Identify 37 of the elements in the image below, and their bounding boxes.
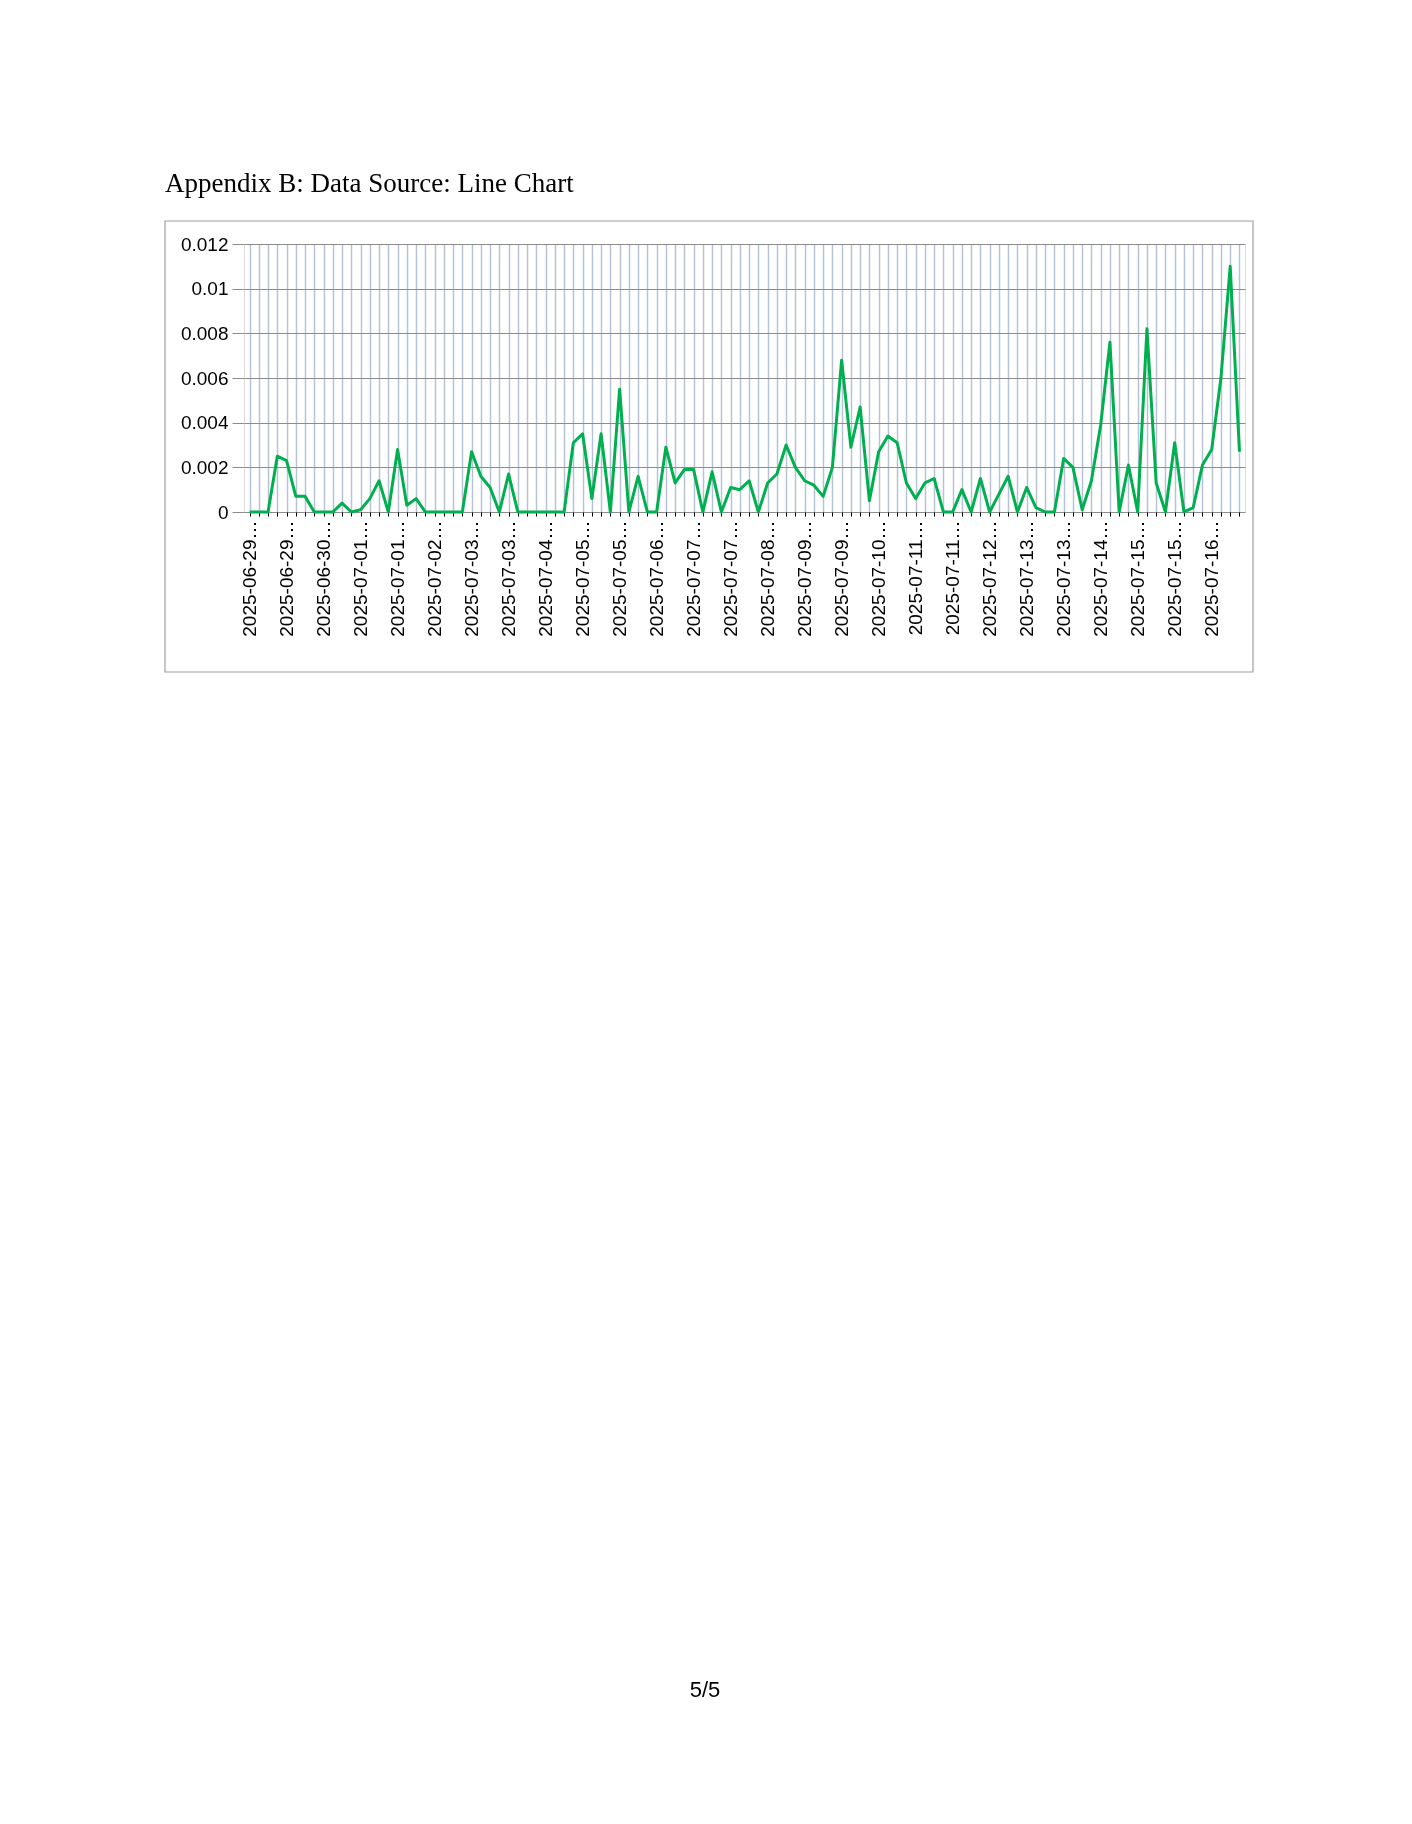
x-tick-label: 2025-07-01… [350, 520, 372, 637]
x-tick-label: 2025-07-07… [720, 520, 742, 637]
x-tick-label: 2025-07-13… [1053, 520, 1075, 637]
y-tick-label: 0.008 [180, 322, 229, 344]
x-tick-label: 2025-07-06… [646, 520, 668, 637]
x-tick-label: 2025-07-11… [905, 520, 927, 636]
y-tick-label: 0.006 [180, 367, 229, 389]
x-tick-label: 2025-07-09… [794, 520, 816, 637]
x-tick-label: 2025-07-13… [1016, 520, 1038, 637]
x-tick-label: 2025-07-09… [831, 520, 853, 637]
x-tick-label: 2025-07-01… [387, 520, 409, 637]
x-tick-label: 2025-07-02… [424, 520, 446, 637]
x-tick-label: 2025-06-29… [239, 520, 261, 637]
y-tick-label: 0.01 [191, 278, 229, 300]
x-tick-label: 2025-07-10… [868, 520, 890, 637]
x-tick-label: 2025-07-11… [942, 520, 964, 636]
x-tick-label: 2025-07-05… [572, 520, 594, 637]
x-tick-label: 2025-07-04… [535, 520, 557, 637]
chart-title: Appendix B: Data Source: Line Chart [165, 168, 575, 198]
x-tick-label: 2025-07-03… [461, 520, 483, 637]
y-tick-label: 0 [217, 501, 229, 523]
x-tick-label: 2025-07-16… [1201, 520, 1223, 637]
x-tick-label: 2025-06-29… [276, 520, 298, 637]
x-tick-label: 2025-07-03… [498, 520, 520, 637]
x-tick-label: 2025-06-30… [313, 520, 335, 637]
x-tick-label: 2025-07-15… [1164, 520, 1186, 637]
y-tick-label: 0.004 [180, 412, 229, 434]
line-series [248, 264, 1241, 514]
x-tick-label: 2025-07-15… [1127, 520, 1149, 637]
x-tick-label: 2025-07-12… [979, 520, 1001, 637]
y-tick-label: 0.002 [180, 456, 229, 478]
y-tick-label: 0.012 [180, 233, 229, 255]
x-tick-label: 2025-07-05… [609, 520, 631, 637]
text: 5/5 [689, 1677, 721, 1702]
x-tick-label: 2025-07-07… [683, 520, 705, 637]
x-tick-label: 2025-07-08… [757, 520, 779, 637]
x-tick-label: 2025-07-14… [1090, 520, 1112, 637]
